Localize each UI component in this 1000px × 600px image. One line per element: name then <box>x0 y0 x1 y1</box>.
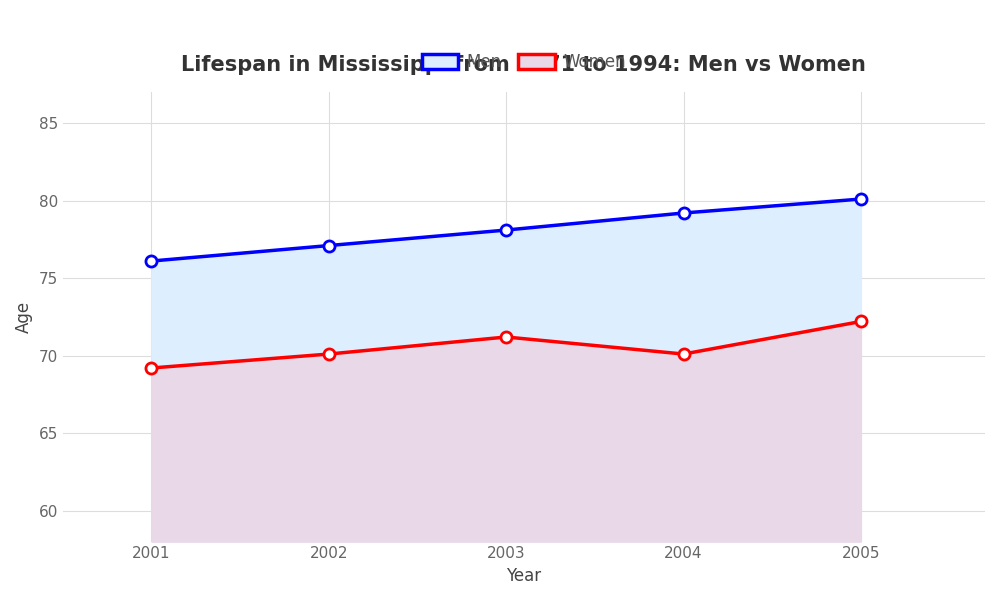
X-axis label: Year: Year <box>506 567 541 585</box>
Legend: Men, Women: Men, Women <box>415 47 633 78</box>
Y-axis label: Age: Age <box>15 301 33 333</box>
Title: Lifespan in Mississippi from 1971 to 1994: Men vs Women: Lifespan in Mississippi from 1971 to 199… <box>181 55 866 75</box>
